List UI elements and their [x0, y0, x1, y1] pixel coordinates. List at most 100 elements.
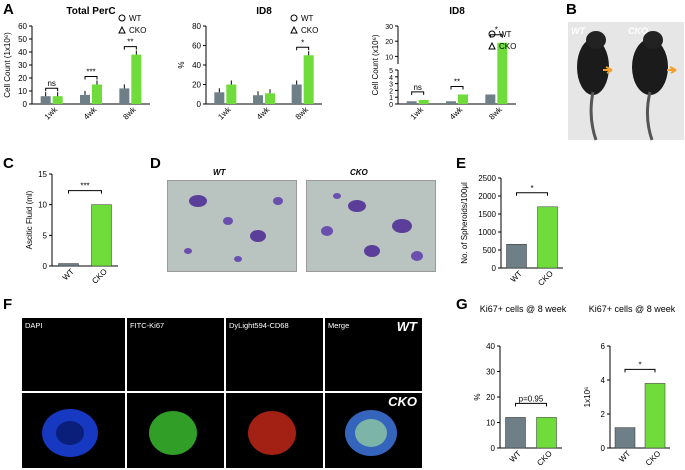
mouse-wt-label: WT [571, 26, 585, 36]
y-tick-label: 10 [38, 201, 47, 210]
x-tick-label: CKO [535, 449, 554, 468]
y-tick-label: 1000 [478, 228, 496, 237]
y-tick-label: 10 [385, 54, 393, 61]
fluor-cko-ki67 [127, 393, 224, 468]
y-tick-label: 0 [491, 444, 496, 453]
chart-title: Ki67+ cells @ 8 week [589, 304, 676, 314]
bar-wt [614, 427, 636, 449]
y-tick-label: 50 [18, 35, 27, 44]
bar-wt [40, 96, 51, 104]
y-axis-label: % [177, 61, 186, 68]
x-tick-label: CKO [536, 269, 555, 288]
legend-marker-wt [290, 14, 298, 22]
chart-title: ID8 [256, 6, 272, 17]
bar-cko [52, 96, 63, 104]
micrograph-wt-spheroids [184, 195, 283, 262]
y-tick-label: 2 [389, 88, 393, 95]
significance-label: ** [127, 38, 133, 47]
y-tick-label: 0 [43, 262, 48, 271]
significance-bracket [45, 87, 59, 92]
significance-bracket [515, 402, 547, 407]
panel-label-f: F [3, 296, 13, 313]
x-tick-label: CKO [644, 449, 663, 468]
significance-label: ns [47, 79, 55, 88]
significance-bracket [123, 46, 137, 50]
x-tick-label: 8wk [294, 104, 311, 121]
y-tick-label: 5 [43, 231, 48, 240]
y-axis-label: Cell Count (1x10⁶) [3, 32, 12, 98]
chart-spheroids: 0 500 1000 1500 2000 2500 No. of Spheroids/100… [460, 174, 563, 288]
y-tick-label: 0 [23, 100, 28, 109]
y-tick-label: 10 [486, 419, 495, 428]
fluor-cko-dapi [22, 393, 125, 468]
y-tick-label: 2500 [478, 174, 496, 183]
fluor-cko-dapi-spheroid [42, 409, 98, 457]
y-tick-label: 40 [486, 342, 495, 351]
chart-id8-percent: ID8 0 20 40 60 80% 1wk 4wk 8wk * WT CKO [177, 6, 322, 121]
micrograph-cko [306, 180, 436, 272]
significance-label: * [638, 360, 641, 369]
significance-bracket [68, 190, 102, 194]
y-tick-label: 1500 [478, 210, 496, 219]
panel-label-a: A [3, 1, 14, 18]
significance-label: * [495, 26, 498, 35]
bar-cko [92, 84, 102, 104]
significance-label: ** [454, 77, 460, 86]
bar-cko [303, 55, 314, 104]
y-tick-label: 0 [197, 100, 202, 109]
mouse-illustration [568, 22, 684, 141]
legend-label-cko: CKO [129, 26, 146, 35]
y-tick-label: 4 [601, 376, 606, 385]
x-tick-label: 1wk [216, 104, 233, 121]
bar-cko [537, 206, 558, 269]
significance-bracket [516, 192, 548, 196]
y-tick-label: 5 [389, 68, 393, 75]
x-tick-label: 4wk [448, 104, 465, 121]
y-axis-label: % [473, 393, 482, 400]
bar-cko [265, 93, 275, 104]
significance-label: * [530, 184, 533, 193]
y-tick-label: 20 [385, 39, 393, 46]
fluor-cko-cd68 [226, 393, 323, 468]
y-tick-label: 0 [389, 102, 393, 109]
y-axis-label: Cell Count (x10⁶) [371, 34, 380, 95]
fluor-wt-ki67: FITC-Ki67 [127, 318, 224, 391]
significance-label: * [301, 38, 304, 47]
significance-bracket [624, 368, 656, 373]
bar-wt [214, 92, 225, 104]
significance-bracket [84, 76, 98, 80]
micrograph-wt-label: WT [213, 168, 226, 177]
y-tick-label: 20 [486, 393, 495, 402]
fluor-wt-label: WT [396, 319, 417, 334]
fluor-cko-cd68-spheroid [248, 411, 296, 455]
micrograph-wt [167, 180, 297, 272]
x-tick-label: WT [508, 449, 523, 464]
fluor-label-ki67: FITC-Ki67 [130, 321, 165, 330]
significance-label: *** [80, 182, 89, 191]
legend-marker-cko [118, 25, 126, 34]
bar-wt [406, 101, 417, 104]
panel-label-e: E [456, 155, 467, 172]
bar-wt [485, 94, 496, 104]
significance-bracket [296, 46, 310, 51]
bar-cko [418, 99, 429, 104]
bar-wt [119, 88, 130, 104]
y-tick-label: 0 [492, 264, 497, 273]
y-tick-label: 3 [389, 82, 393, 89]
fluor-wt-merge: Merge WT [325, 318, 422, 391]
bar-cko [226, 84, 237, 104]
chart-title: Ki67+ cells @ 8 week [480, 304, 567, 314]
fluor-label-dapi: DAPI [25, 321, 43, 330]
legend-marker-wt [488, 30, 496, 38]
chart-ki67-count: Ki67+ cells @ 8 week 0 2 4 6 1x10⁶ WT CKO * [583, 304, 676, 468]
y-tick-label: 4 [389, 75, 393, 82]
chart-total-perc: Total PerC 0 10 20 30 40 50 60 Cell Count (1x10⁶… [3, 6, 150, 121]
y-tick-label: 30 [385, 24, 393, 31]
bar-cko [644, 383, 666, 449]
panel-label-c: C [3, 155, 14, 172]
y-tick-label: 60 [192, 42, 201, 51]
fluor-cko-merge-spheroid [345, 410, 397, 456]
y-tick-label: 20 [18, 74, 27, 83]
x-tick-label: 8wk [121, 104, 138, 121]
